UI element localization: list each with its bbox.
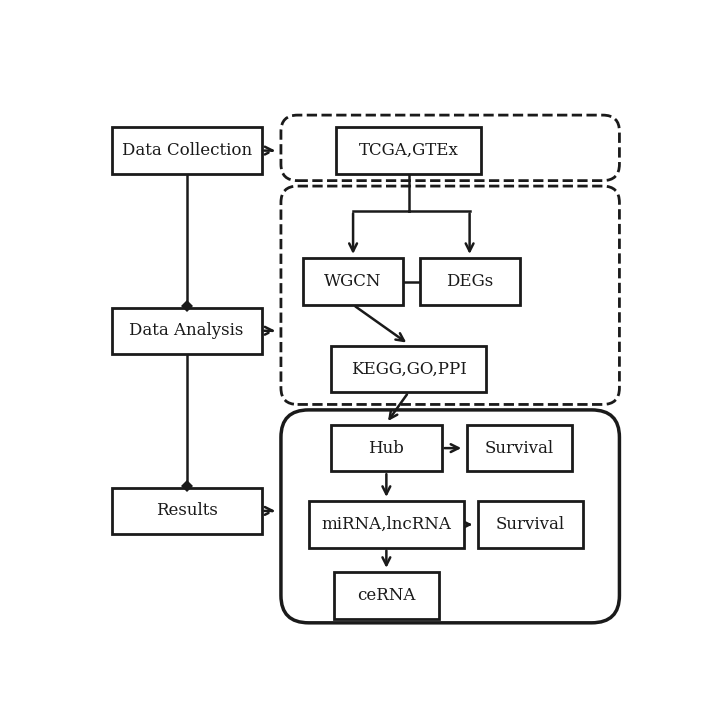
Text: Data Collection: Data Collection [122,142,251,159]
Text: Results: Results [155,503,218,520]
Text: Hub: Hub [369,440,405,457]
Text: miRNA,lncRNA: miRNA,lncRNA [321,516,451,533]
Text: Survival: Survival [496,516,565,533]
FancyBboxPatch shape [337,128,480,174]
FancyBboxPatch shape [467,425,572,471]
Text: KEGG,GO,PPI: KEGG,GO,PPI [351,360,467,377]
Text: DEGs: DEGs [446,273,493,290]
FancyBboxPatch shape [309,501,464,548]
Text: Survival: Survival [485,440,554,457]
FancyBboxPatch shape [112,488,261,534]
FancyBboxPatch shape [331,346,486,392]
FancyBboxPatch shape [331,425,442,471]
Text: WGCN: WGCN [324,273,382,290]
Text: Data Analysis: Data Analysis [130,323,243,339]
Text: ceRNA: ceRNA [357,587,415,604]
FancyBboxPatch shape [112,308,261,354]
Text: TCGA,GTEx: TCGA,GTEx [359,142,458,159]
FancyBboxPatch shape [420,258,520,305]
FancyBboxPatch shape [478,501,584,548]
FancyBboxPatch shape [112,128,261,174]
FancyBboxPatch shape [303,258,403,305]
FancyBboxPatch shape [334,572,439,619]
